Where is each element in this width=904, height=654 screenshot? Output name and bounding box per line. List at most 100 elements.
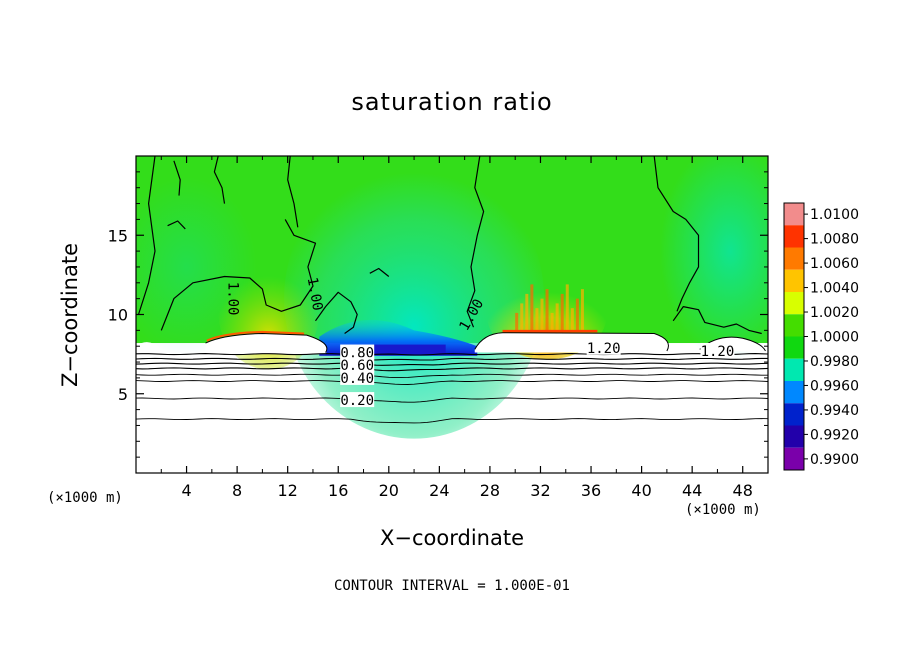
orange-streak bbox=[515, 312, 519, 332]
x-tick-label: 12 bbox=[278, 481, 298, 500]
x-tick-label: 32 bbox=[530, 481, 550, 500]
colorbar-swatch bbox=[784, 381, 804, 404]
contour-1-00 bbox=[672, 306, 762, 335]
orange-streak bbox=[570, 308, 574, 332]
x-tick-label: 24 bbox=[429, 481, 449, 500]
colorbar-swatch bbox=[784, 425, 804, 448]
orange-streak bbox=[520, 303, 524, 332]
colorbar-swatch bbox=[784, 403, 804, 426]
x-tick-label: 4 bbox=[181, 481, 191, 500]
y-tick-label: 15 bbox=[108, 226, 128, 245]
orange-streak bbox=[530, 284, 534, 332]
colorbar-label: 1.0000 bbox=[810, 330, 859, 346]
colorbar-label: 0.9940 bbox=[810, 403, 859, 419]
contour-label-bg bbox=[340, 369, 375, 385]
colorbar-label: 1.0080 bbox=[810, 232, 859, 248]
stratified-contour bbox=[136, 367, 768, 372]
chart-title: saturation ratio bbox=[351, 88, 553, 116]
colorbar-swatch bbox=[784, 447, 804, 470]
contour-1-00 bbox=[213, 156, 226, 204]
contour-1-00 bbox=[287, 156, 299, 228]
contour-1-00 bbox=[137, 156, 156, 315]
contour-1-00 bbox=[466, 156, 485, 328]
colorbar-swatch bbox=[784, 269, 804, 292]
colorbar-label: 0.9980 bbox=[810, 354, 859, 370]
contour-label-bg bbox=[340, 344, 375, 360]
contour-label: 1.20 bbox=[587, 341, 621, 357]
orange-streak bbox=[550, 312, 554, 332]
x-unit-label-right: (×1000 m) bbox=[685, 502, 761, 518]
dark-blue-zone bbox=[369, 344, 446, 355]
contour-label: 1.20 bbox=[701, 344, 735, 360]
white-blob-edge bbox=[136, 342, 162, 355]
contour-1-20-center bbox=[474, 332, 669, 352]
orange-streak bbox=[555, 303, 559, 332]
contour-1-20-right bbox=[699, 336, 766, 352]
white-blob-center bbox=[474, 332, 669, 353]
orange-streak bbox=[580, 289, 584, 332]
contour-label: 0.40 bbox=[340, 371, 374, 387]
contour-label-bg bbox=[586, 339, 621, 355]
contour-lines bbox=[136, 156, 768, 424]
cyan-zone-right bbox=[660, 156, 768, 362]
color-field bbox=[136, 156, 768, 473]
x-axis-label: X−coordinate bbox=[380, 526, 524, 550]
orange-streak bbox=[545, 289, 549, 332]
x-tick-label: 48 bbox=[733, 481, 753, 500]
contour-1-20-left bbox=[205, 333, 328, 353]
stratified-contour bbox=[136, 397, 768, 403]
stratified-contour bbox=[136, 418, 768, 424]
orange-streak bbox=[575, 298, 579, 332]
colorbar-label: 1.0040 bbox=[810, 281, 859, 297]
y-tick-label: 5 bbox=[118, 385, 128, 404]
colorbar-label: 0.9900 bbox=[810, 452, 859, 468]
contour-1-00 bbox=[173, 160, 181, 196]
colorbar-swatch bbox=[784, 292, 804, 315]
orange-streak bbox=[540, 298, 544, 332]
x-tick-label: 16 bbox=[328, 481, 348, 500]
colorbar-swatch bbox=[784, 314, 804, 337]
x-tick-label: 44 bbox=[682, 481, 702, 500]
x-unit-label-left: (×1000 m) bbox=[47, 490, 123, 506]
contour-label-bg bbox=[340, 357, 375, 373]
y-axis-label: Z−coordinate bbox=[58, 243, 82, 387]
stratified-contour bbox=[136, 362, 768, 366]
contour-interval-note: CONTOUR INTERVAL = 1.000E-01 bbox=[333, 578, 570, 594]
x-tick-label: 28 bbox=[480, 481, 500, 500]
orange-streak bbox=[565, 284, 569, 332]
colorbar-swatch bbox=[784, 336, 804, 359]
contour-label: 1.00 bbox=[304, 276, 326, 312]
x-tick-label: 36 bbox=[581, 481, 601, 500]
colorbar-label: 1.0060 bbox=[810, 256, 859, 272]
contour-labels: 1.00 1.001.001.20 1.200.800.600.400.20 bbox=[224, 276, 735, 409]
x-tick-label: 8 bbox=[232, 481, 242, 500]
x-tick-label: 20 bbox=[379, 481, 399, 500]
stratified-contour bbox=[136, 357, 768, 361]
colorbar: 1.0100 1.0080 1.0060 1.0040 1.0020 1.0000 0.99… bbox=[783, 202, 859, 471]
red-rim-left bbox=[206, 330, 305, 342]
colorbar-label: 1.0020 bbox=[810, 305, 859, 321]
contour-label-bg bbox=[340, 392, 375, 408]
contour-label-bg bbox=[700, 342, 735, 358]
contour-1-00 bbox=[653, 156, 700, 312]
contour-label: 0.20 bbox=[340, 393, 374, 409]
colorbar-label: 1.0100 bbox=[810, 207, 859, 223]
contour-1-00 bbox=[160, 219, 317, 331]
stratified-contour bbox=[136, 380, 768, 385]
orange-streak bbox=[525, 293, 529, 332]
colorbar-label: 0.9960 bbox=[810, 378, 859, 394]
white-blob-left bbox=[205, 333, 327, 355]
stratified-contour bbox=[136, 373, 768, 379]
colorbar-swatch bbox=[784, 203, 804, 226]
x-tick-label: 40 bbox=[631, 481, 651, 500]
contour-1-00 bbox=[167, 220, 186, 230]
y-tick-label: 10 bbox=[108, 306, 128, 325]
contour-label: 1.00 bbox=[224, 282, 240, 316]
orange-streak bbox=[535, 308, 539, 332]
orange-streak bbox=[560, 293, 564, 332]
colorbar-label: 0.9920 bbox=[810, 427, 859, 443]
stratified-contour bbox=[136, 353, 768, 356]
colorbar-swatch bbox=[784, 225, 804, 248]
